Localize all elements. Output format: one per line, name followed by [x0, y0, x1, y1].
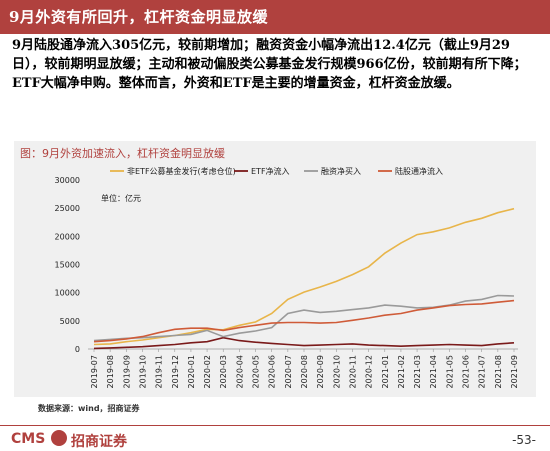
- chart-frame: [14, 141, 536, 397]
- legend-label-2: 融资净买入: [321, 166, 361, 176]
- x-tick-label: 2020-05: [252, 355, 261, 388]
- x-tick-label: 2020-10: [332, 355, 341, 388]
- y-tick-label: 0: [75, 345, 80, 354]
- line-chart: 0 5000 10000 15000 20000 25000 30000 单位：亿元 2019-…: [55, 166, 519, 388]
- x-tick-label: 2021-02: [397, 355, 406, 388]
- cms-logo-text: CMS: [11, 431, 46, 447]
- legend-label-1: ETF净流入: [251, 166, 290, 176]
- company-name: 招商证券: [71, 434, 127, 450]
- x-tick-label: 2020-07: [284, 355, 293, 388]
- y-tick-label: 5000: [60, 317, 80, 326]
- y-tick-label: 30000: [55, 176, 80, 185]
- x-tick-label: 2021-01: [381, 355, 390, 388]
- unit-label: 单位：亿元: [101, 193, 141, 203]
- x-tick-label: 2020-02: [203, 355, 212, 388]
- x-tick-label: 2021-03: [413, 355, 422, 388]
- x-tick-label: 2021-08: [494, 355, 503, 388]
- chart-title: 图：9月外资加速流入，杠杆资金明显放缓: [20, 147, 225, 160]
- slide-title: 9月外资有所回升，杠杆资金明显放缓: [9, 8, 268, 26]
- series-line-3: [93, 299, 515, 343]
- legend-label-0: 非ETF公募基金发行(考虑仓位): [127, 166, 236, 176]
- x-tick-label: 2021-06: [462, 355, 471, 388]
- page-number: -53-: [512, 433, 536, 447]
- y-tick-label: 20000: [55, 232, 80, 241]
- x-tick-label: 2020-11: [348, 355, 357, 388]
- data-source: 数据来源：wind，招商证券: [38, 404, 140, 413]
- x-tick-label: 2020-03: [219, 355, 228, 388]
- x-tick-label: 2019-08: [106, 355, 115, 388]
- series-line-1: [93, 336, 515, 350]
- x-tick-label: 2019-11: [155, 355, 164, 388]
- series-line-0: [93, 207, 515, 346]
- x-tick-label: 2019-07: [90, 355, 99, 388]
- x-tick-label: 2021-09: [510, 355, 519, 388]
- x-tick-label: 2019-12: [171, 355, 180, 388]
- x-tick-label: 2020-06: [268, 355, 277, 388]
- legend-label-3: 陆股通净流入: [395, 166, 443, 176]
- x-tick-label: 2019-09: [122, 355, 131, 388]
- x-tick-label: 2020-04: [235, 355, 244, 388]
- summary-paragraph: 9月陆股通净流入305亿元，较前期增加；融资资金小幅净流出12.4亿元（截止9月…: [12, 38, 527, 91]
- x-tick-label: 2020-01: [187, 355, 196, 388]
- x-tick-label: 2021-05: [445, 355, 454, 388]
- cms-logo-icon: [51, 430, 67, 446]
- x-tick-label: 2020-09: [316, 355, 325, 388]
- x-tick-label: 2021-04: [429, 355, 438, 388]
- x-tick-label: 2019-10: [138, 355, 147, 388]
- y-tick-label: 15000: [55, 261, 80, 270]
- x-tick-label: 2021-07: [478, 355, 487, 388]
- y-tick-label: 25000: [55, 204, 80, 213]
- y-tick-label: 10000: [55, 289, 80, 298]
- footer-divider: [0, 425, 550, 426]
- x-tick-label: 2020-12: [365, 355, 374, 388]
- slide-title-bar: 9月外资有所回升，杠杆资金明显放缓: [0, 0, 550, 34]
- x-tick-label: 2020-08: [300, 355, 309, 388]
